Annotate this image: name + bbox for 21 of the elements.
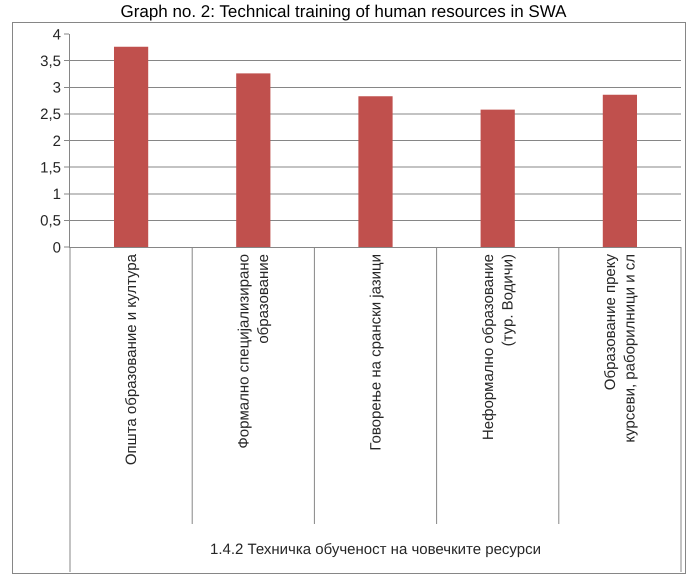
bar xyxy=(480,110,515,247)
bar xyxy=(602,94,638,247)
bar xyxy=(114,46,148,247)
y-tick-label: 2 xyxy=(52,132,61,150)
y-tick-label: 1 xyxy=(52,186,61,203)
x-tick-label: Општа образование и култура xyxy=(122,253,140,466)
y-tick-label: 3 xyxy=(52,80,61,96)
y-tick-label: 0 xyxy=(52,239,61,256)
y-tick-label: 3,5 xyxy=(40,52,61,70)
chart-title: Graph no. 2: Technical training of human resources in SWA xyxy=(120,2,568,21)
x-tick-label: Говорење на срански јазици xyxy=(367,254,384,451)
y-tick-label: 2,5 xyxy=(40,106,61,124)
x-tick-label: Неформално образование (тур. Водичи) xyxy=(480,254,516,440)
x-tick-label: Формално специјализирано образование xyxy=(235,254,272,449)
bar xyxy=(236,73,270,247)
y-tick-label: 1,5 xyxy=(40,159,61,176)
bar xyxy=(358,96,393,247)
y-tick-label: 4 xyxy=(52,26,61,44)
text: 1.4.2 Техничка обученост на човечките ресурси xyxy=(210,541,541,558)
x-tick-label: Образование преку курсеви, раборилници и сл xyxy=(602,254,639,443)
y-tick-label: 0,5 xyxy=(40,212,61,230)
